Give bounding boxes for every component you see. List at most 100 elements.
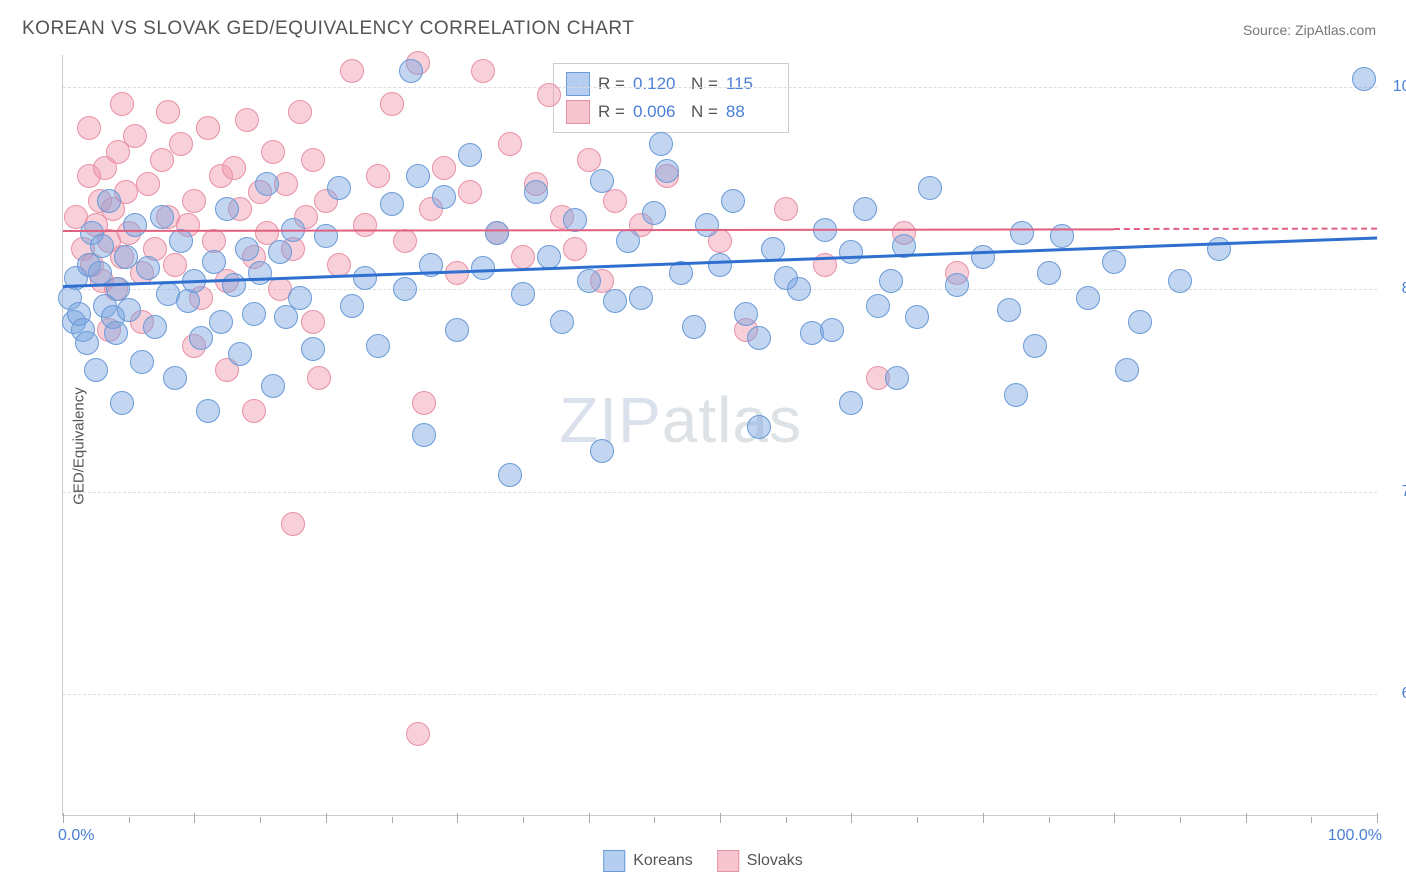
scatter-point-koreans	[222, 273, 246, 297]
scatter-point-slovaks	[366, 164, 390, 188]
x-tick-minor	[523, 817, 524, 823]
scatter-point-koreans	[839, 391, 863, 415]
series-legend: Koreans Slovaks	[603, 850, 803, 872]
y-tick-label: 75.0%	[1387, 483, 1406, 501]
scatter-point-slovaks	[261, 140, 285, 164]
scatter-point-koreans	[1010, 221, 1034, 245]
legend-item-slovaks: Slovaks	[717, 850, 803, 872]
scatter-point-koreans	[412, 423, 436, 447]
scatter-point-slovaks	[432, 156, 456, 180]
scatter-point-koreans	[202, 250, 226, 274]
scatter-point-koreans	[1076, 286, 1100, 310]
scatter-point-koreans	[123, 213, 147, 237]
x-tick	[194, 813, 195, 823]
plot-area: ZIPatlas R = 0.120 N = 115 R = 0.006 N =…	[62, 55, 1377, 816]
scatter-point-koreans	[366, 334, 390, 358]
scatter-point-slovaks	[471, 59, 495, 83]
scatter-point-slovaks	[169, 132, 193, 156]
r-value-koreans: 0.120	[633, 74, 683, 94]
x-label-max: 100.0%	[1328, 827, 1382, 845]
scatter-point-koreans	[393, 277, 417, 301]
scatter-point-koreans	[169, 229, 193, 253]
x-tick	[326, 813, 327, 823]
scatter-point-koreans	[1004, 383, 1028, 407]
scatter-point-koreans	[301, 337, 325, 361]
chart-title: KOREAN VS SLOVAK GED/EQUIVALENCY CORRELA…	[22, 18, 634, 40]
scatter-point-slovaks	[340, 59, 364, 83]
source-label: Source: ZipAtlas.com	[1243, 22, 1376, 38]
scatter-point-koreans	[136, 256, 160, 280]
scatter-point-koreans	[1168, 269, 1192, 293]
scatter-point-koreans	[590, 439, 614, 463]
scatter-point-slovaks	[196, 116, 220, 140]
scatter-point-koreans	[97, 189, 121, 213]
scatter-point-koreans	[261, 374, 285, 398]
x-tick	[1377, 813, 1378, 823]
scatter-point-koreans	[839, 240, 863, 264]
scatter-point-koreans	[485, 221, 509, 245]
y-tick-label: 100.0%	[1387, 78, 1406, 96]
scatter-point-koreans	[918, 176, 942, 200]
scatter-point-koreans	[150, 205, 174, 229]
scatter-point-koreans	[695, 213, 719, 237]
scatter-point-koreans	[399, 59, 423, 83]
scatter-point-koreans	[445, 318, 469, 342]
scatter-point-koreans	[577, 269, 601, 293]
x-tick	[63, 813, 64, 823]
scatter-point-koreans	[84, 358, 108, 382]
scatter-point-koreans	[945, 273, 969, 297]
trend-line-slovaks	[63, 228, 1114, 232]
scatter-point-slovaks	[774, 197, 798, 221]
x-tick-minor	[917, 817, 918, 823]
scatter-point-koreans	[708, 253, 732, 277]
scatter-point-slovaks	[577, 148, 601, 172]
scatter-point-koreans	[114, 245, 138, 269]
scatter-point-slovaks	[163, 253, 187, 277]
x-tick-minor	[786, 817, 787, 823]
scatter-point-koreans	[761, 237, 785, 261]
scatter-point-slovaks	[406, 722, 430, 746]
scatter-point-koreans	[314, 224, 338, 248]
scatter-point-koreans	[268, 240, 292, 264]
scatter-point-slovaks	[537, 83, 561, 107]
scatter-point-koreans	[163, 366, 187, 390]
scatter-point-koreans	[820, 318, 844, 342]
x-tick-minor	[1049, 817, 1050, 823]
scatter-point-slovaks	[242, 399, 266, 423]
legend-row-koreans: R = 0.120 N = 115	[566, 70, 776, 98]
gridline	[63, 492, 1377, 493]
scatter-point-koreans	[1102, 250, 1126, 274]
scatter-point-koreans	[130, 350, 154, 374]
scatter-point-koreans	[590, 169, 614, 193]
scatter-point-koreans	[110, 391, 134, 415]
gridline	[63, 694, 1377, 695]
scatter-point-koreans	[1352, 67, 1376, 91]
scatter-point-slovaks	[393, 229, 417, 253]
scatter-point-koreans	[866, 294, 890, 318]
scatter-point-slovaks	[511, 245, 535, 269]
n-value-koreans: 115	[726, 74, 776, 94]
scatter-point-slovaks	[498, 132, 522, 156]
scatter-point-slovaks	[301, 148, 325, 172]
scatter-point-koreans	[117, 298, 141, 322]
scatter-point-koreans	[189, 326, 213, 350]
scatter-point-koreans	[104, 321, 128, 345]
x-tick	[457, 813, 458, 823]
scatter-point-koreans	[511, 282, 535, 306]
scatter-point-koreans	[603, 289, 627, 313]
scatter-point-koreans	[458, 143, 482, 167]
scatter-point-koreans	[215, 197, 239, 221]
scatter-point-slovaks	[110, 92, 134, 116]
scatter-point-slovaks	[235, 108, 259, 132]
scatter-point-koreans	[629, 286, 653, 310]
x-tick	[589, 813, 590, 823]
scatter-point-koreans	[353, 266, 377, 290]
x-tick	[851, 813, 852, 823]
scatter-point-koreans	[228, 342, 252, 366]
n-value-slovaks: 88	[726, 102, 776, 122]
x-label-min: 0.0%	[58, 827, 94, 845]
swatch-pink-icon	[566, 100, 590, 124]
scatter-point-koreans	[340, 294, 364, 318]
scatter-point-koreans	[550, 310, 574, 334]
scatter-point-koreans	[734, 302, 758, 326]
